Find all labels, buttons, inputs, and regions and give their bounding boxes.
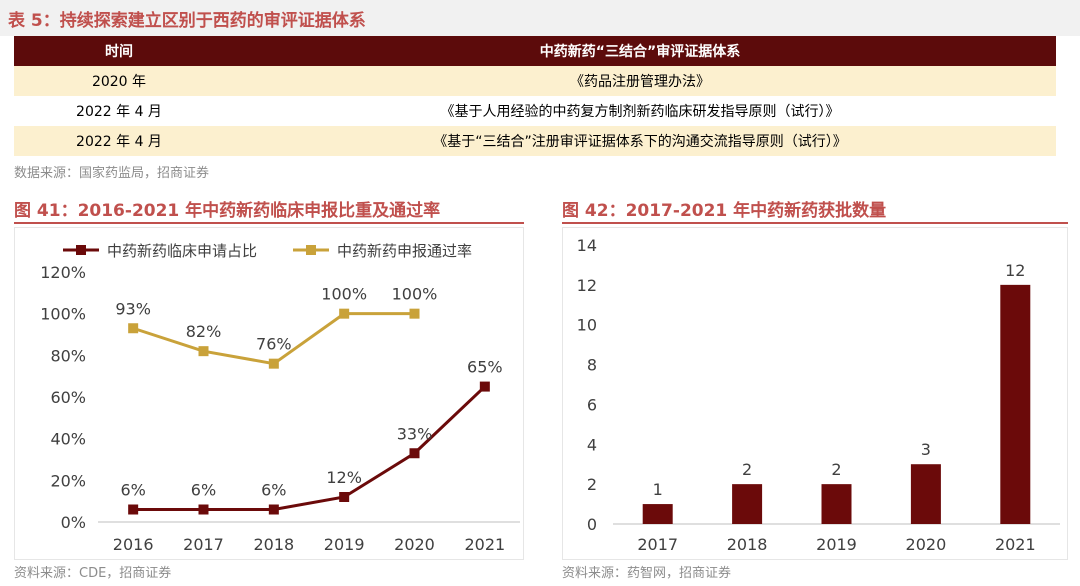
x-tick-label: 2019 — [816, 535, 857, 554]
series-line-1 — [133, 385, 486, 511]
bar — [910, 464, 941, 524]
table-header-system: 中药新药“三结合”审评证据体系 — [224, 36, 1056, 66]
y-tick-label: 4 — [587, 435, 597, 454]
data-point — [198, 504, 209, 515]
fig41-title: 图 41：2016-2021 年中药新药临床申报比重及通过率 — [14, 201, 441, 221]
x-tick-label: 2020 — [394, 535, 435, 554]
data-label: 82% — [186, 322, 222, 341]
y-tick-label: 6 — [587, 395, 597, 414]
data-label: 100% — [392, 285, 438, 304]
x-tick-label: 2020 — [906, 535, 947, 554]
table-title: 表 5：持续探索建立区别于西药的审评证据体系 — [8, 11, 366, 31]
table-cell-time: 2022 年 4 月 — [14, 126, 224, 156]
y-tick-label: 80% — [50, 346, 86, 365]
bar — [821, 484, 852, 524]
table-title-bar: 表 5：持续探索建立区别于西药的审评证据体系 — [0, 0, 1080, 36]
bar — [732, 484, 763, 524]
table-row: 2022 年 4 月 《基于“三结合”注册审评证据体系下的沟通交流指导原则（试行… — [14, 126, 1056, 156]
table-row: 2020 年 《药品注册管理办法》 — [14, 66, 1056, 96]
data-label: 2 — [831, 460, 841, 479]
y-tick-label: 20% — [50, 471, 86, 490]
table-header-time: 时间 — [14, 36, 224, 66]
fig41-line-chart: 0% 20% 40% 60% 80% 100% 120% 2016 2017 2018 2019 20… — [40, 242, 520, 554]
data-point — [198, 346, 209, 357]
data-label: 65% — [467, 358, 503, 377]
table-cell-doc: 《基于“三结合”注册审评证据体系下的沟通交流指导原则（试行）》 — [224, 126, 1056, 156]
x-tick-label: 2016 — [113, 535, 154, 554]
data-label: 33% — [397, 424, 433, 443]
data-point — [268, 358, 279, 369]
data-label: 76% — [256, 335, 292, 354]
data-label: 1 — [653, 480, 663, 499]
data-label: 6% — [120, 481, 145, 500]
table-cell-time: 2022 年 4 月 — [76, 104, 162, 120]
table-cell-doc: 《药品注册管理办法》 — [224, 66, 1056, 96]
fig42-source: 资料来源：药智网，招商证券 — [562, 566, 732, 581]
data-label: 100% — [321, 285, 367, 304]
y-tick-label: 0 — [587, 515, 597, 534]
legend-marker — [306, 245, 316, 255]
data-label: 93% — [115, 299, 151, 318]
legend-marker — [76, 245, 86, 255]
table-cell-time: 2020 年 — [14, 66, 224, 96]
data-point — [409, 448, 420, 459]
bar — [642, 504, 673, 524]
data-point — [268, 504, 279, 515]
legend-label: 中药新药临床申请占比 — [107, 242, 257, 260]
y-tick-label: 12 — [577, 276, 597, 295]
x-tick-label: 2017 — [637, 535, 678, 554]
x-tick-label: 2018 — [253, 535, 294, 554]
fig42-title-rule — [562, 222, 1068, 224]
x-tick-label: 2017 — [183, 535, 224, 554]
data-label: 12 — [1005, 261, 1025, 280]
registration-table: 时间 中药新药“三结合”审评证据体系 2020 年 《药品注册管理办法》 202… — [14, 36, 1056, 156]
fig41-panel: 0% 20% 40% 60% 80% 100% 120% 2016 2017 2018 2019 20… — [14, 227, 524, 560]
data-label: 3 — [921, 440, 931, 459]
y-tick-label: 2 — [587, 475, 597, 494]
legend-label: 中药新药申报通过率 — [337, 242, 472, 260]
fig42-bar-chart: 0 2 4 6 8 10 12 14 1 2017 2 2018 2 2019 3 2020 12 2021 — [577, 236, 1060, 554]
y-tick-label: 0% — [61, 513, 86, 532]
y-tick-label: 40% — [50, 430, 86, 449]
data-point — [339, 492, 350, 502]
fig41-title-rule — [14, 222, 524, 224]
y-tick-label: 14 — [577, 236, 597, 255]
x-tick-label: 2019 — [324, 535, 365, 554]
table-source: 数据来源：国家药监局，招商证券 — [14, 166, 210, 181]
fig42-title: 图 42：2017-2021 年中药新药获批数量 — [562, 201, 887, 221]
x-tick-label: 2021 — [464, 535, 505, 554]
bar — [1000, 284, 1031, 524]
fig41-source: 资料来源：CDE，招商证券 — [14, 566, 172, 581]
table-row: 2022 年 4 月 《基于人用经验的中药复方制剂新药临床研发指导原则（试行）》 — [14, 96, 1056, 126]
data-point — [128, 323, 139, 334]
data-label: 6% — [261, 481, 286, 500]
y-tick-label: 10 — [577, 316, 597, 335]
data-point — [128, 504, 139, 515]
table-header-row: 时间 中药新药“三结合”审评证据体系 — [14, 36, 1056, 66]
x-tick-label: 2018 — [727, 535, 768, 554]
data-point — [409, 308, 420, 319]
fig42-panel: 0 2 4 6 8 10 12 14 1 2017 2 2018 2 2019 3 2020 12 2021 — [562, 227, 1068, 560]
y-tick-label: 120% — [40, 263, 86, 282]
data-point — [339, 308, 350, 319]
data-label: 12% — [326, 468, 362, 487]
table-cell-doc: 《基于人用经验的中药复方制剂新药临床研发指导原则（试行）》 — [440, 104, 840, 120]
data-label: 6% — [191, 481, 216, 500]
y-tick-label: 60% — [50, 388, 86, 407]
y-tick-label: 100% — [40, 305, 86, 324]
data-label: 2 — [742, 460, 752, 479]
x-tick-label: 2021 — [995, 535, 1036, 554]
data-point — [479, 381, 490, 392]
y-tick-label: 8 — [587, 356, 597, 375]
